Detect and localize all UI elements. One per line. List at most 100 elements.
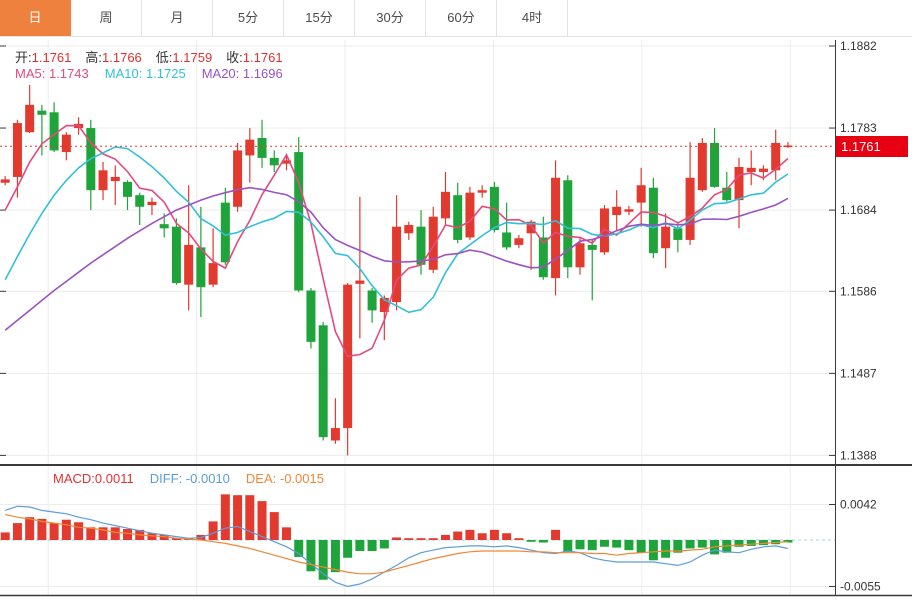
y-axis-label: 1.1882: [840, 39, 877, 53]
macd-histogram-bar: [697, 540, 707, 548]
tab-5min[interactable]: 5分: [213, 0, 284, 36]
macd-histogram-bar: [612, 540, 622, 548]
candle-body: [98, 170, 108, 191]
candle-body: [758, 168, 768, 172]
macd-legend: MACD:0.0011 DIFF: -0.0010 DEA: -0.0015: [53, 471, 324, 486]
candle-body: [722, 187, 732, 201]
macd-histogram-bar: [330, 540, 340, 573]
macd-histogram-bar: [563, 540, 573, 552]
macd-histogram-bar: [477, 533, 487, 541]
macd-histogram-bar: [245, 495, 255, 541]
candle-body: [123, 181, 132, 197]
y-axis-label: 1.1487: [840, 366, 877, 380]
candle-body: [612, 206, 622, 216]
macd-histogram-bar: [587, 540, 597, 551]
macd-histogram-bar: [489, 529, 499, 541]
y-axis-label: 1.1388: [840, 448, 877, 462]
macd-histogram-bar: [636, 540, 646, 553]
macd-histogram-bar: [526, 540, 536, 542]
macd-histogram-bar: [74, 522, 84, 541]
candle-body: [196, 247, 206, 288]
tab-day[interactable]: 日: [0, 0, 71, 36]
macd-histogram-bar: [734, 540, 744, 547]
candle-body: [771, 142, 781, 171]
candle-body: [208, 263, 218, 285]
macd-axis-label: 0.0042: [840, 498, 877, 512]
macd-histogram-bar: [661, 540, 671, 558]
candle-body: [37, 110, 47, 115]
macd-histogram-bar: [220, 494, 230, 541]
macd-histogram-bar: [624, 540, 634, 551]
macd-histogram-bar: [147, 533, 157, 541]
macd-histogram-bar: [685, 540, 695, 549]
candle-body: [502, 232, 512, 248]
macd-histogram-bar: [37, 518, 47, 541]
macd-histogram-bar: [25, 517, 35, 541]
candle-body: [673, 228, 683, 240]
candle-body: [575, 243, 585, 268]
macd-histogram-bar: [416, 538, 426, 541]
candle-body: [355, 280, 365, 284]
tab-60min[interactable]: 60分: [426, 0, 497, 36]
macd-histogram-bar: [758, 540, 768, 546]
tab-week[interactable]: 周: [71, 0, 142, 36]
macd-histogram-bar: [453, 531, 463, 541]
tab-4hour[interactable]: 4时: [497, 0, 568, 36]
ma10-legend: MA10: 1.1725: [104, 66, 186, 81]
candle-body: [147, 201, 157, 206]
candle-body: [294, 152, 304, 291]
ma-legend: MA5: 1.1743 MA10: 1.1725 MA20: 1.1696: [15, 66, 283, 81]
high-value: 1.1766: [102, 50, 142, 65]
macd-histogram-bar: [392, 537, 402, 541]
macd-histogram-bar: [575, 540, 585, 550]
macd-histogram-bar: [514, 538, 524, 541]
close-value: 1.1761: [242, 50, 283, 65]
candle-body: [428, 216, 438, 270]
candle-body: [697, 142, 707, 191]
macd-histogram-bar: [379, 540, 389, 549]
dea-line: [5, 514, 788, 575]
tab-30min[interactable]: 30分: [355, 0, 426, 36]
candle-body: [12, 123, 22, 177]
macd-histogram-bar: [159, 534, 169, 541]
candle-body: [526, 221, 536, 234]
candle-body: [25, 104, 35, 133]
macd-histogram-bar: [281, 527, 291, 541]
macd-histogram-bar: [428, 538, 438, 541]
ma20-legend: MA20: 1.1696: [201, 66, 283, 81]
candle-body: [551, 177, 561, 279]
macd-histogram-bar: [551, 529, 561, 541]
ohlc-legend: 开:1.1761 高:1.1766 低:1.1759 收:1.1761: [15, 47, 297, 66]
tab-15min[interactable]: 15分: [284, 0, 355, 36]
candle-body: [392, 226, 402, 303]
macd-histogram-bar: [465, 529, 475, 541]
tab-month[interactable]: 月: [142, 0, 213, 36]
macd-histogram-bar: [208, 521, 218, 541]
diff-value-legend: DIFF: -0.0010: [149, 471, 230, 486]
y-axis-label: 1.1783: [840, 121, 877, 135]
macd-histogram-bar: [440, 534, 450, 541]
period-tabbar: 日 周 月 5分 15分 30分 60分 4时: [0, 0, 912, 37]
macd-histogram-bar: [233, 495, 243, 541]
candle-body: [477, 190, 487, 193]
candle-body: [330, 428, 340, 441]
macd-histogram-bar: [294, 540, 304, 557]
candle-body: [220, 202, 230, 263]
macd-histogram-bar: [367, 540, 377, 551]
macd-histogram-bar: [648, 540, 658, 561]
candle-body: [661, 226, 671, 249]
candle-body: [563, 180, 573, 268]
macd-histogram-bar: [12, 523, 22, 541]
candle-body: [184, 244, 194, 285]
candle-body: [49, 112, 59, 151]
ma20-line: [4, 186, 789, 331]
current-price-badge: 1.1761: [836, 136, 908, 157]
candle-body: [624, 209, 634, 212]
macd-histogram-bar: [746, 540, 756, 546]
candle-body: [685, 177, 695, 240]
ma5-line: [4, 124, 789, 358]
candle-body: [281, 160, 291, 164]
candle-body: [416, 226, 426, 265]
